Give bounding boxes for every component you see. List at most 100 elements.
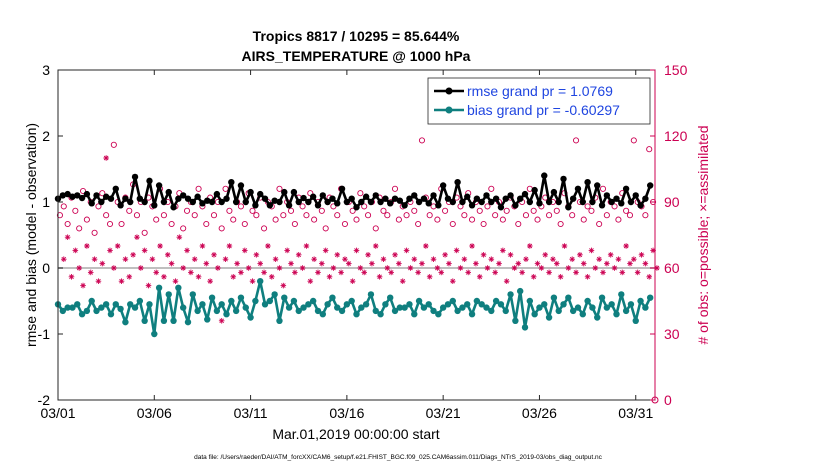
obs-assimilated-point [261, 269, 267, 276]
rmse-point [252, 202, 259, 209]
obs-assimilated-point [134, 234, 140, 240]
rmse-point [290, 188, 298, 196]
rmse-point [208, 198, 216, 206]
obs-assimilated-point [561, 243, 568, 249]
rmse-point [579, 198, 586, 206]
obs-assimilated-point [396, 260, 402, 267]
bias-point [589, 304, 596, 311]
obs-assimilated-point [376, 274, 383, 280]
rmse-point [598, 202, 606, 209]
rmse-line [57, 174, 652, 209]
rmse-point [536, 200, 543, 207]
bias-point [401, 304, 408, 311]
bias-point [622, 307, 630, 315]
obs-possible-point [126, 207, 133, 214]
obs-possible-point [395, 216, 402, 223]
obs-possible-point [484, 203, 491, 210]
bias-point [550, 294, 558, 301]
obs-possible-point [372, 225, 379, 232]
obs-assimilated-point [168, 260, 175, 267]
obs-possible-point [183, 207, 191, 214]
bias-point [64, 304, 71, 311]
bias-point [102, 301, 110, 308]
obs-possible-point [153, 216, 160, 223]
obs-possible-point [230, 216, 237, 223]
rmse-point [131, 173, 139, 181]
chart-title-line1: Tropics 8817 / 10295 = 85.644% [253, 28, 460, 44]
obs-possible-point [603, 212, 610, 219]
bias-point [151, 330, 158, 338]
obs-assimilated-point [511, 265, 518, 271]
rmse-point [622, 185, 630, 192]
obs-assimilated-point [184, 247, 190, 254]
bias-point [642, 304, 649, 311]
x-tick-label: 03/16 [329, 405, 364, 421]
bias-point [338, 307, 346, 315]
obs-assimilated-point [488, 256, 495, 262]
bias-point [160, 317, 168, 324]
obs-assimilated-point [292, 269, 298, 276]
obs-assimilated-point [345, 260, 352, 267]
x-tick-label: 03/26 [522, 405, 557, 421]
obs-possible-point [226, 207, 233, 214]
obs-assimilated-point [480, 252, 487, 258]
rmse-point [276, 198, 283, 206]
obs-possible-point [515, 220, 522, 228]
obs-possible-point [341, 220, 348, 228]
obs-possible-point [626, 212, 634, 219]
bias-point [175, 284, 182, 291]
y-right-tick-label: 150 [664, 62, 688, 78]
obs-assimilated-point [449, 278, 456, 284]
obs-assimilated-point [611, 265, 618, 271]
rmse-point [516, 195, 524, 202]
bias-point [555, 307, 562, 315]
legend: rmse grand pr = 1.0769 bias grand pr = -… [427, 77, 651, 125]
rmse-point [102, 193, 110, 200]
rmse-point [305, 198, 312, 206]
obs-assimilated-point [492, 269, 498, 276]
rmse-point [459, 198, 466, 206]
obs-possible-point [195, 185, 202, 192]
obs-assimilated-point [141, 247, 148, 254]
bias-line [56, 279, 652, 336]
obs-possible-point [118, 220, 125, 228]
obs-assimilated-point [596, 256, 602, 262]
obs-possible-point [276, 185, 283, 192]
obs-possible-point [380, 207, 387, 214]
rmse-point [594, 182, 601, 189]
obs-possible-point [499, 216, 506, 223]
y-axis-left-label: rmse and bias (model - observation) [23, 123, 39, 347]
obs-possible-point [415, 220, 422, 228]
obs-possible-point [133, 212, 141, 219]
obs-assimilated-point [114, 243, 121, 249]
bias-point [353, 311, 360, 318]
obs-assimilated-point [72, 247, 79, 254]
bias-point [247, 314, 254, 321]
y-right-tick-label: 30 [664, 326, 680, 342]
y-axis-right-label: # of obs: o=possible; ×=assimilated [695, 125, 711, 344]
obs-assimilated-point [399, 278, 406, 284]
obs-assimilated-point [191, 256, 198, 262]
obs-possible-point [91, 229, 98, 236]
obs-assimilated-point [631, 256, 637, 262]
obs-possible-point [253, 212, 260, 219]
bias-point [237, 294, 245, 301]
obs-possible-point [334, 212, 341, 219]
obs-assimilated-point [330, 265, 337, 271]
obs-assimilated-point [238, 269, 244, 276]
obs-possible-point [72, 207, 79, 214]
obs-possible-point [160, 212, 167, 219]
obs-assimilated-point [654, 265, 660, 271]
rmse-point [151, 202, 158, 209]
obs-assimilated-point [299, 265, 306, 271]
bias-point [492, 297, 500, 305]
obs-assimilated-point [584, 274, 591, 280]
obs-assimilated-point [103, 155, 109, 161]
bias-point [406, 301, 413, 308]
x-tick-label: 03/01 [40, 405, 75, 421]
bias-point [107, 311, 115, 318]
obs-assimilated-point [569, 256, 575, 262]
rmse-point [603, 192, 611, 199]
rmse-point [141, 198, 148, 206]
obs-possible-point [403, 212, 410, 219]
